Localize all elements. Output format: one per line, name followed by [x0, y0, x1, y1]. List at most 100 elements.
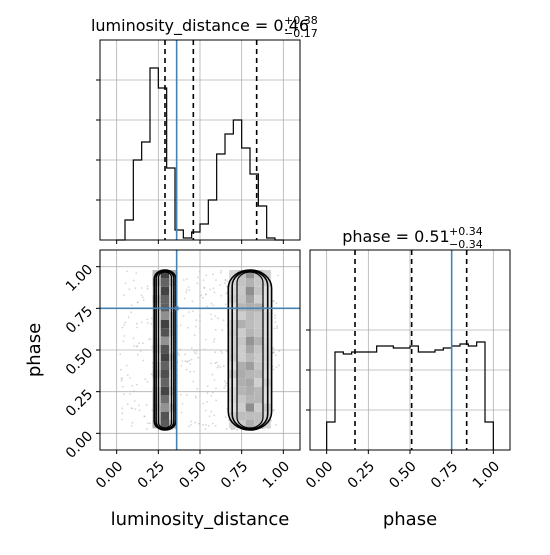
joint-sample-point [226, 280, 229, 283]
joint-sample-point [131, 421, 134, 424]
joint-sample-point [225, 382, 228, 385]
joint-sample-point [140, 287, 143, 289]
joint-sample-point [124, 321, 127, 324]
luminosity-distance-title: luminosity_distance = 0.46 [91, 16, 309, 36]
joint-sample-point [181, 402, 184, 405]
joint-sample-point [131, 384, 134, 387]
joint-sample-point [132, 337, 135, 340]
joint-density-cell [237, 278, 246, 287]
joint-sample-point [224, 384, 227, 387]
joint-sample-point [202, 402, 205, 405]
joint-sample-point [134, 287, 137, 290]
joint-density-cell [237, 386, 246, 395]
joint-sample-point [222, 365, 225, 368]
joint-sample-point [182, 315, 185, 317]
joint-sample-point [202, 423, 204, 426]
joint-sample-point [200, 294, 203, 297]
joint-truth-marker [174, 306, 179, 311]
joint-sample-point [224, 416, 227, 419]
joint-ytick-label-2: 0.50 [63, 345, 96, 378]
joint-density-cell [160, 386, 170, 395]
joint-sample-point [121, 412, 124, 415]
joint-sample-point [206, 401, 209, 403]
joint-density-cell [245, 386, 255, 395]
phase-xtick-label-1: 0.25 [345, 458, 378, 491]
joint-sample-point [203, 348, 206, 351]
joint-sample-point [124, 282, 127, 285]
joint-sample-point [210, 395, 213, 397]
joint-sample-point [142, 359, 145, 362]
joint-sample-point [142, 342, 144, 344]
joint-density-cell [245, 320, 255, 329]
joint-sample-point [142, 299, 145, 301]
joint-sample-point [206, 385, 209, 387]
joint-sample-point [214, 362, 217, 365]
joint-sample-point [148, 338, 150, 341]
joint-density-cell [254, 303, 263, 312]
joint-density-cell [254, 378, 263, 387]
joint-density-cell [237, 411, 246, 420]
joint-sample-point [276, 325, 279, 328]
phase-marginal-panel: 0.00 0.25 0.50 0.75 1.00 phase = 0.51 +0.34 … [303, 225, 511, 530]
joint-sample-point [146, 380, 149, 383]
joint-density-cell [254, 278, 263, 287]
joint-sample-point [134, 408, 137, 410]
joint-density-cell [245, 353, 255, 362]
joint-sample-point [181, 360, 184, 362]
joint-sample-point [196, 282, 199, 285]
luminosity-distance-title-plus: +0.38 [284, 14, 318, 27]
joint-sample-point [220, 294, 223, 297]
phase-xtick-label-3: 0.75 [428, 458, 461, 491]
joint-sample-point [220, 269, 223, 272]
joint-sample-point [180, 365, 183, 367]
joint-density-cell [160, 370, 170, 379]
joint-sample-point [190, 347, 193, 350]
joint-sample-point [128, 288, 131, 291]
joint-sample-point [227, 419, 230, 422]
joint-sample-point [189, 363, 192, 365]
joint-density-cell [160, 278, 170, 287]
joint-sample-point [151, 317, 153, 320]
phase-title-plus: +0.34 [449, 225, 483, 238]
joint-sample-point [212, 422, 214, 425]
joint-density-cell [245, 278, 255, 287]
joint-sample-point [189, 370, 192, 373]
joint-sample-point [204, 424, 207, 426]
joint-density-cell [237, 286, 246, 295]
joint-density-cell [160, 328, 170, 337]
phase-title-minus: −0.34 [449, 238, 483, 251]
joint-contour [236, 271, 264, 429]
joint-sample-point [186, 278, 188, 280]
joint-density-cell [237, 328, 246, 337]
joint-sample-point [135, 345, 138, 348]
joint-sample-point [141, 296, 144, 299]
joint-ytick-label-4: 1.00 [63, 262, 96, 295]
joint-sample-point [179, 324, 182, 327]
joint-sample-point [138, 409, 141, 412]
joint-density-cell [229, 386, 238, 395]
joint-sample-point [121, 407, 123, 410]
joint-density-cell [229, 378, 238, 387]
joint-density-cell [160, 270, 170, 279]
joint-sample-point [214, 315, 217, 317]
joint-sample-point [138, 404, 141, 407]
joint-sample-point [225, 292, 228, 295]
joint-density-cell [160, 295, 170, 304]
joint-density-cell [229, 403, 238, 412]
joint-density-cell [229, 345, 238, 354]
joint-sample-point [130, 304, 133, 307]
luminosity-distance-marginal-panel: luminosity_distance = 0.46 +0.38 −0.17 [91, 14, 318, 244]
joint-density-cell [245, 311, 255, 320]
joint-density-cell [245, 270, 255, 279]
joint-sample-point [130, 425, 133, 427]
joint-sample-point [225, 428, 228, 430]
joint-sample-point [219, 272, 222, 274]
joint-sample-point [182, 279, 185, 281]
joint-sample-point [179, 393, 182, 396]
joint-density-cell [237, 403, 246, 412]
joint-density-cell [254, 361, 263, 370]
joint-sample-point [185, 291, 188, 294]
joint-sample-point [199, 319, 201, 322]
joint-contour [155, 270, 175, 430]
joint-density-cell [229, 411, 238, 420]
